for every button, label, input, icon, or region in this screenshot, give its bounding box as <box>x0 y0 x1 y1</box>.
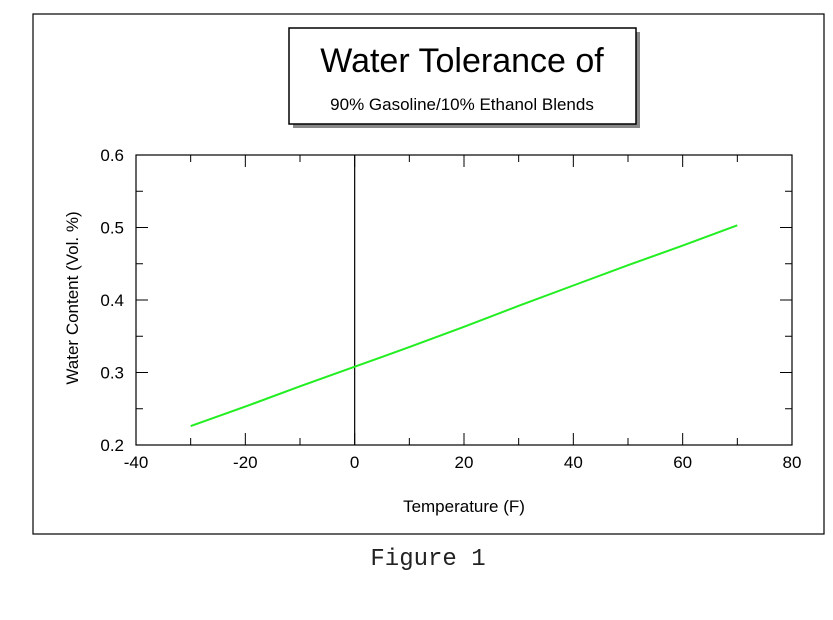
y-tick-label: 0.2 <box>100 436 124 455</box>
x-tick-label: 40 <box>564 453 583 472</box>
chart-title: Water Tolerance of <box>320 42 604 80</box>
x-tick-label: -20 <box>233 453 258 472</box>
tick-labels: -40 -20 0 20 40 60 80 0.2 0.3 0.4 0.5 0.6 <box>100 146 801 472</box>
y-tick-label: 0.4 <box>100 291 124 310</box>
y-tick-label: 0.6 <box>100 146 124 165</box>
x-axis-label: Temperature (F) <box>403 497 525 516</box>
chart-subtitle: 90% Gasoline/10% Ethanol Blends <box>330 95 594 114</box>
y-axis-label: Water Content (Vol. %) <box>63 211 82 384</box>
x-tick-label: 20 <box>455 453 474 472</box>
x-tick-label: -40 <box>124 453 149 472</box>
title-box <box>288 27 637 125</box>
x-tick-label: 80 <box>783 453 802 472</box>
x-tick-label: 0 <box>350 453 359 472</box>
figure-caption: Figure 1 <box>370 546 485 573</box>
series-layer <box>190 224 738 428</box>
x-tick-label: 60 <box>673 453 692 472</box>
series-line <box>190 224 738 428</box>
y-tick-label: 0.3 <box>100 364 124 383</box>
y-tick-label: 0.5 <box>100 219 124 238</box>
